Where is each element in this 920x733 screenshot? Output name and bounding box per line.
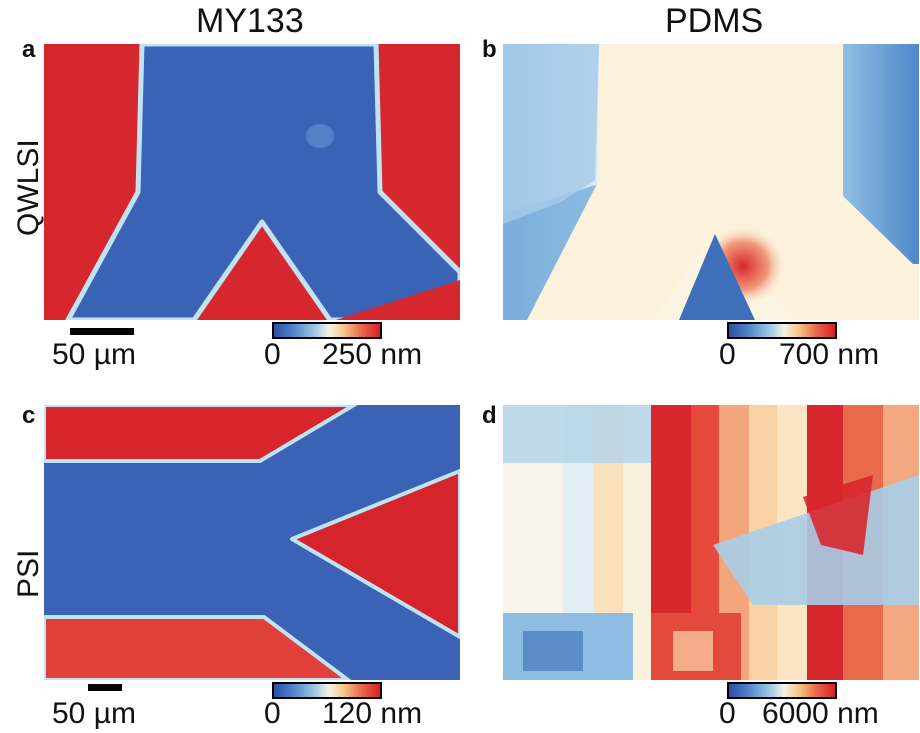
colorbar-b-min: 0 (719, 338, 736, 371)
colorbar-b-max: 700 nm (779, 338, 880, 371)
row-title-qwlsi: QWLSI (12, 139, 45, 236)
colorbar-a-min: 0 (264, 338, 281, 371)
row-title-psi: PSI (12, 549, 45, 598)
colorbar-d (727, 682, 837, 699)
scale-label-a: 50 µm (52, 338, 136, 371)
column-title-my133: MY133 (196, 2, 304, 40)
panel-letter-a: a (22, 36, 36, 63)
colorbar-d-min: 0 (719, 697, 736, 730)
scale-bar-c (88, 684, 122, 691)
colorbar-c-max: 120 nm (322, 697, 423, 730)
colorbar-c-min: 0 (264, 697, 281, 730)
panel-letter-b: b (482, 36, 497, 63)
colorbar-a-max: 250 nm (322, 338, 423, 371)
panel-b-image (503, 44, 919, 320)
panel-d-image (503, 405, 919, 680)
panel-letter-c: c (22, 402, 36, 429)
colorbar-b (727, 322, 837, 339)
panel-a-image (44, 44, 460, 320)
colorbar-d-max: 6000 nm (762, 697, 879, 730)
scale-bar-a (70, 328, 134, 335)
panel-c-image (44, 405, 460, 680)
column-title-pdms: PDMS (665, 2, 764, 40)
panel-letter-d: d (482, 402, 497, 429)
scale-label-c: 50 µm (52, 697, 136, 730)
colorbar-a (272, 322, 382, 339)
colorbar-c (272, 682, 382, 699)
